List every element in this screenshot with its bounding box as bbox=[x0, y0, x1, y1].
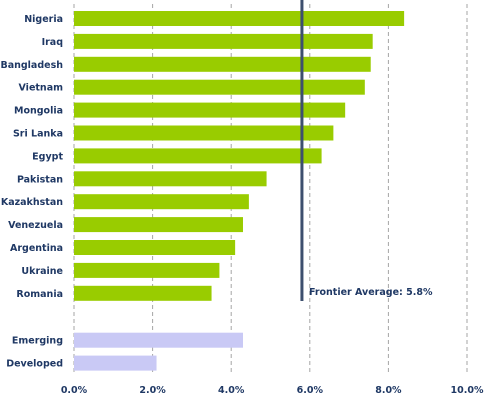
x-tick-label-2: 4.0% bbox=[218, 385, 245, 396]
category-label-pakistan: Pakistan bbox=[17, 174, 63, 185]
bar-mongolia bbox=[74, 102, 346, 118]
frontier-average-label: Frontier Average: 5.8% bbox=[309, 287, 433, 298]
bar-kazakhstan bbox=[74, 194, 249, 210]
category-label-vietnam: Vietnam bbox=[19, 83, 64, 94]
category-label-developed: Developed bbox=[6, 359, 63, 370]
x-tick-label-1: 2.0% bbox=[139, 385, 166, 396]
x-tick-label-3: 6.0% bbox=[297, 385, 324, 396]
bar-iraq bbox=[74, 33, 373, 49]
category-label-venezuela: Venezuela bbox=[8, 220, 63, 231]
category-label-argentina: Argentina bbox=[10, 243, 63, 254]
bars bbox=[74, 11, 405, 371]
x-tick-label-4: 8.0% bbox=[375, 385, 402, 396]
bar-nigeria bbox=[74, 11, 405, 26]
bar-venezuela bbox=[74, 217, 243, 233]
x-axis-tick-labels: 0.0% 2.0% 4.0% 6.0% 8.0% 10.0% bbox=[61, 385, 484, 396]
category-label-iraq: Iraq bbox=[42, 37, 63, 48]
category-label-ukraine: Ukraine bbox=[21, 266, 63, 277]
bar-pakistan bbox=[74, 171, 267, 187]
bar-romania bbox=[74, 285, 212, 301]
category-label-romania: Romania bbox=[16, 289, 63, 300]
bar-argentina bbox=[74, 240, 236, 255]
bar-egypt bbox=[74, 148, 322, 164]
bar-vietnam bbox=[74, 79, 365, 95]
category-label-emerging: Emerging bbox=[12, 336, 63, 347]
category-label-kazakhstan: Kazakhstan bbox=[1, 197, 63, 208]
bar-ukraine bbox=[74, 262, 220, 278]
gridlines bbox=[73, 4, 468, 374]
bar-bangladesh bbox=[74, 56, 371, 72]
x-tick-label-5: 10.0% bbox=[451, 385, 484, 396]
category-label-sri-lanka: Sri Lanka bbox=[13, 129, 63, 140]
category-label-mongolia: Mongolia bbox=[14, 106, 63, 117]
category-label-bangladesh: Bangladesh bbox=[0, 60, 63, 71]
category-labels: Nigeria Iraq Bangladesh Vietnam Mongolia Sri … bbox=[0, 14, 63, 370]
category-label-nigeria: Nigeria bbox=[24, 14, 63, 25]
bar-sri-lanka bbox=[74, 125, 334, 141]
category-label-egypt: Egypt bbox=[32, 151, 63, 162]
bar-developed bbox=[74, 355, 157, 371]
frontier-average-line: Frontier Average: 5.8% bbox=[300, 0, 433, 301]
x-tick-label-0: 0.0% bbox=[61, 385, 88, 396]
bar-emerging bbox=[74, 332, 243, 348]
